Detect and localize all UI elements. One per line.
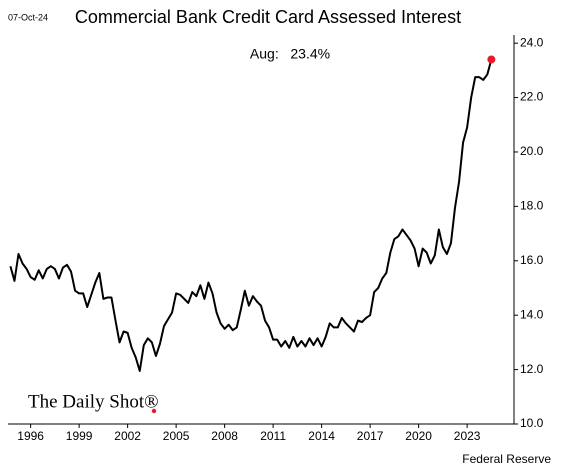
date: 07-Oct-24 xyxy=(8,12,48,22)
logo-dot xyxy=(151,408,157,414)
x-tick-label: 1996 xyxy=(17,429,44,443)
chart-title: Commercial Bank Credit Card Assessed Int… xyxy=(75,7,461,27)
x-tick-label: 2023 xyxy=(454,429,481,443)
line xyxy=(9,59,493,372)
y-tick-label: 14.0 xyxy=(520,307,544,321)
x-tick-label: 2008 xyxy=(211,429,238,443)
y-tick-label: 20.0 xyxy=(520,144,544,158)
x-tick-label: 2005 xyxy=(163,429,190,443)
x-tick-label: 2002 xyxy=(114,429,141,443)
y-tick-label: 18.0 xyxy=(520,199,544,213)
x-tick-label: 2014 xyxy=(308,429,335,443)
x-tick-label: 2017 xyxy=(357,429,384,443)
y-tick-label: 24.0 xyxy=(520,35,544,49)
y-tick-label: 22.0 xyxy=(520,90,544,104)
x-tick-label: 2011 xyxy=(260,429,286,443)
x-tick-label: 1999 xyxy=(66,429,93,443)
x-tick-label: 2020 xyxy=(405,429,432,443)
annotation: Aug: 23.4% xyxy=(250,46,330,62)
y-tick-label: 16.0 xyxy=(520,253,544,267)
y-tick-label: 10.0 xyxy=(520,416,544,430)
source: Federal Reserve xyxy=(462,452,551,466)
end-marker xyxy=(487,55,496,64)
y-tick-label: 12.0 xyxy=(520,362,544,376)
logo: The Daily Shot® xyxy=(28,391,159,412)
